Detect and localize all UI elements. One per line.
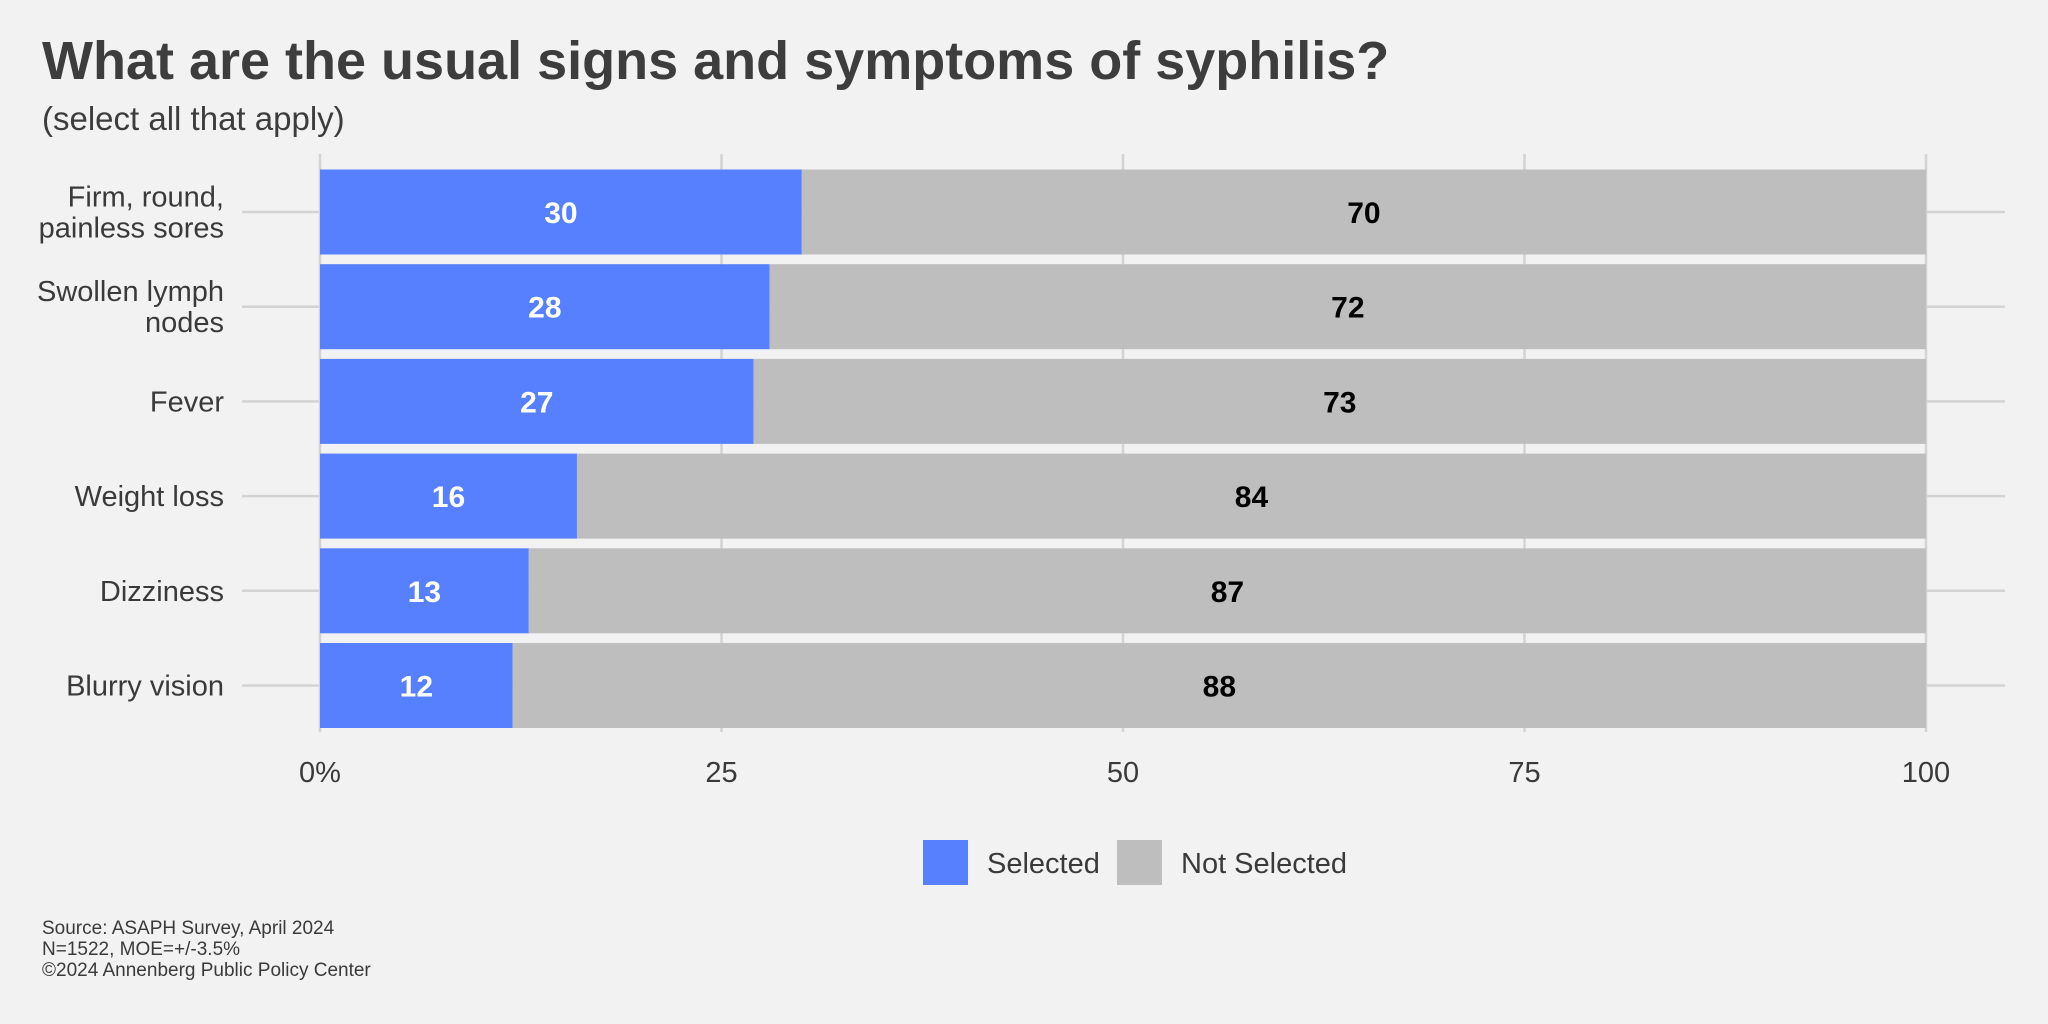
legend-key xyxy=(1117,840,1162,885)
category-label: Firm, round, painless sores xyxy=(39,182,224,245)
bar-not-selected xyxy=(512,643,1926,728)
x-tick-label: 25 xyxy=(705,757,737,789)
legend-key xyxy=(923,840,968,885)
bar-selected xyxy=(320,169,802,255)
data-label: 88 xyxy=(1203,671,1236,704)
data-label: 30 xyxy=(544,197,577,230)
category-label: Blurry vision xyxy=(66,671,224,703)
bar-selected xyxy=(320,453,577,539)
sample-note: N=1522, MOE=+/-3.5% xyxy=(42,939,241,960)
data-label: 13 xyxy=(408,576,441,609)
category-label: Dizziness xyxy=(100,576,224,608)
data-label: 84 xyxy=(1235,481,1269,514)
data-label: 27 xyxy=(520,386,553,419)
data-label: 72 xyxy=(1331,292,1364,325)
x-tick-label: 50 xyxy=(1107,757,1139,789)
source-note: Source: ASAPH Survey, April 2024 xyxy=(42,918,335,939)
copyright-note: ©2024 Annenberg Public Policy Center xyxy=(42,960,371,981)
bar-not-selected xyxy=(769,264,1927,350)
bar-selected xyxy=(320,358,754,444)
chart-subtitle: (select all that apply) xyxy=(42,100,345,137)
bar-not-selected xyxy=(753,358,1926,444)
category-label: Swollen lymph nodes xyxy=(37,276,224,339)
data-label: 70 xyxy=(1347,197,1380,230)
x-tick-label: 75 xyxy=(1508,757,1540,789)
data-label: 87 xyxy=(1211,576,1244,609)
legend-label: Selected xyxy=(987,848,1100,880)
category-label: Fever xyxy=(150,386,224,418)
bar-selected xyxy=(320,548,529,634)
chart-title: What are the usual signs and symptoms of… xyxy=(42,31,1390,91)
data-label: 28 xyxy=(528,292,561,325)
data-label: 73 xyxy=(1323,386,1356,419)
legend-label: Not Selected xyxy=(1181,848,1347,880)
bar-selected xyxy=(320,643,513,728)
bar-not-selected xyxy=(576,453,1927,539)
bar-selected xyxy=(320,264,770,350)
bar-not-selected xyxy=(528,548,1926,634)
data-label: 16 xyxy=(432,481,465,514)
bar-not-selected xyxy=(801,169,1926,255)
x-tick-label: 0% xyxy=(299,757,341,789)
category-label: Weight loss xyxy=(75,481,224,513)
footer: Source: ASAPH Survey, April 2024 N=1522,… xyxy=(42,918,371,981)
x-tick-label: 100 xyxy=(1902,757,1950,789)
data-label: 12 xyxy=(400,671,433,704)
